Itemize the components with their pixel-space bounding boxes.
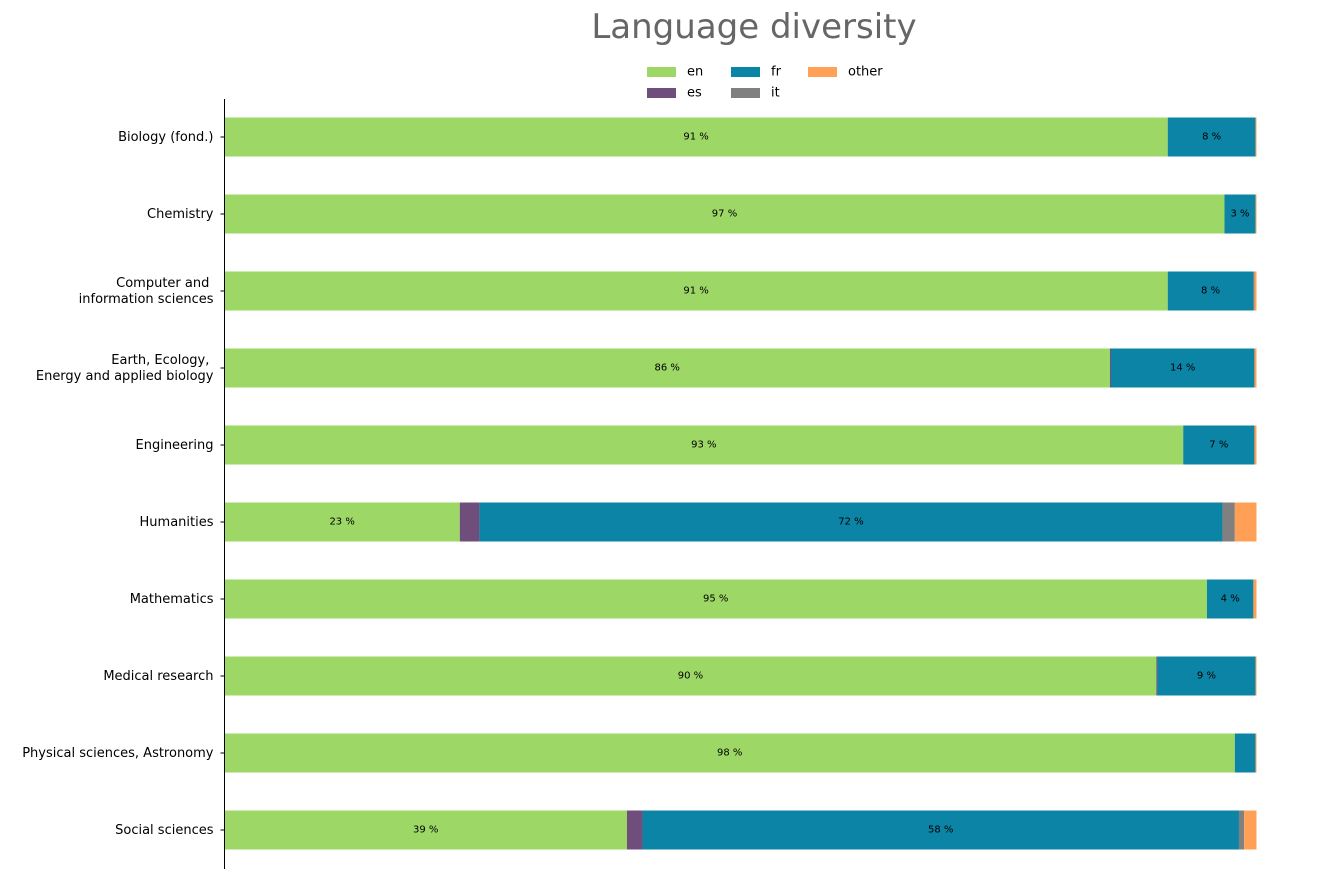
chart-title: Language diversity — [591, 7, 916, 47]
bar-social-sciences-fr — [642, 810, 1239, 850]
data-label-earth-ecology-energy-and-applied-biology-fr: 14 % — [1170, 363, 1195, 374]
bar-physical-sciences-astronomy-en — [224, 733, 1235, 773]
bar-humanities-es — [459, 502, 480, 542]
data-label-humanities-fr: 72 % — [838, 517, 863, 528]
data-label-biology-fond-fr: 8 % — [1202, 132, 1221, 143]
bar-humanities-other — [1234, 502, 1257, 542]
bar-engineering-other — [1254, 425, 1257, 465]
y-tick-label-earth-ecology-energy-and-applied-biology: Earth, Ecology, Energy and applied biolo… — [36, 353, 214, 384]
data-label-chemistry-fr: 3 % — [1230, 209, 1249, 220]
bar-physical-sciences-astronomy-other — [1255, 733, 1257, 773]
data-labels-group: 91 % 8 % 97 % 3 % 91 % 8 % 86 % 14 % 93 % 7 % 23 %… — [329, 132, 1249, 836]
legend-swatch-it — [731, 88, 760, 98]
data-label-physical-sciences-astronomy-en: 98 % — [717, 748, 742, 759]
bar-earth-ecology-energy-and-applied-biology-fr — [1110, 348, 1255, 388]
bar-computer-and-information-sciences-fr — [1167, 271, 1254, 311]
data-label-mathematics-en: 95 % — [703, 594, 728, 605]
y-tick-label-computer-and-information-sciences: Computer and information sciences — [79, 276, 214, 307]
bar-medical-research-other — [1255, 656, 1257, 696]
y-tick-label-mathematics: Mathematics — [130, 592, 214, 607]
y-tick-label-social-sciences: Social sciences — [115, 823, 214, 838]
bar-earth-ecology-energy-and-applied-biology-en — [224, 348, 1110, 388]
legend-swatch-en — [647, 67, 676, 77]
data-label-computer-and-information-sciences-fr: 8 % — [1201, 286, 1220, 297]
data-label-earth-ecology-energy-and-applied-biology-en: 86 % — [655, 363, 680, 374]
data-label-humanities-en: 23 % — [329, 517, 354, 528]
bar-social-sciences-en — [224, 810, 627, 850]
bar-humanities-fr — [479, 502, 1223, 542]
bar-chemistry-fr — [1224, 194, 1256, 234]
data-label-engineering-en: 93 % — [691, 440, 716, 451]
legend-label-es: es — [687, 86, 702, 101]
bar-medical-research-fr — [1157, 656, 1256, 696]
y-tick-label-humanities: Humanities — [140, 515, 214, 530]
bar-physical-sciences-astronomy-fr — [1234, 733, 1256, 773]
data-label-biology-fond-en: 91 % — [683, 132, 708, 143]
data-label-computer-and-information-sciences-en: 91 % — [683, 286, 708, 297]
bar-social-sciences-it — [1238, 810, 1245, 850]
bar-chemistry-other — [1255, 194, 1257, 234]
bar-biology-fond-other — [1255, 117, 1257, 157]
y-tick-label-physical-sciences-astronomy: Physical sciences, Astronomy — [22, 746, 214, 761]
bar-humanities-en — [224, 502, 460, 542]
y-tick-label-biology-fond: Biology (fond.) — [118, 130, 213, 145]
bar-engineering-en — [224, 425, 1184, 465]
bar-mathematics-en — [224, 579, 1207, 619]
bar-social-sciences-es — [626, 810, 643, 850]
y-tick-label-medical-research: Medical research — [103, 669, 213, 684]
data-label-social-sciences-fr: 58 % — [928, 825, 953, 836]
bar-chemistry-en — [224, 194, 1225, 234]
bar-social-sciences-other — [1244, 810, 1257, 850]
legend: en es fr it other — [647, 65, 883, 101]
bar-medical-research-es — [1156, 656, 1158, 696]
data-label-chemistry-en: 97 % — [712, 209, 737, 220]
legend-label-other: other — [848, 65, 883, 80]
legend-swatch-other — [808, 67, 837, 77]
legend-label-fr: fr — [771, 65, 782, 80]
data-label-medical-research-en: 90 % — [678, 671, 703, 682]
data-label-social-sciences-en: 39 % — [413, 825, 438, 836]
data-label-medical-research-fr: 9 % — [1197, 671, 1216, 682]
legend-label-it: it — [771, 86, 780, 101]
bar-computer-and-information-sciences-it — [1253, 271, 1255, 311]
bar-computer-and-information-sciences-other — [1254, 271, 1257, 311]
bar-biology-fond-en — [224, 117, 1168, 157]
bar-engineering-fr — [1183, 425, 1255, 465]
legend-swatch-es — [647, 88, 676, 98]
data-label-mathematics-fr: 4 % — [1221, 594, 1240, 605]
bar-mathematics-other — [1253, 579, 1257, 619]
bar-mathematics-fr — [1206, 579, 1254, 619]
y-axis: Biology (fond.) Chemistry Computer and inf… — [22, 99, 225, 869]
bar-humanities-it — [1222, 502, 1235, 542]
bar-medical-research-en — [224, 656, 1157, 696]
bar-earth-ecology-energy-and-applied-biology-other — [1254, 348, 1257, 388]
legend-label-en: en — [687, 65, 703, 80]
y-tick-label-engineering: Engineering — [136, 438, 214, 453]
bars-group — [224, 117, 1257, 850]
data-label-engineering-fr: 7 % — [1209, 440, 1228, 451]
y-tick-label-chemistry: Chemistry — [147, 207, 214, 222]
bar-computer-and-information-sciences-en — [224, 271, 1168, 311]
legend-swatch-fr — [731, 67, 760, 77]
bar-earth-ecology-energy-and-applied-biology-es — [1109, 348, 1111, 388]
bar-biology-fond-fr — [1167, 117, 1256, 157]
